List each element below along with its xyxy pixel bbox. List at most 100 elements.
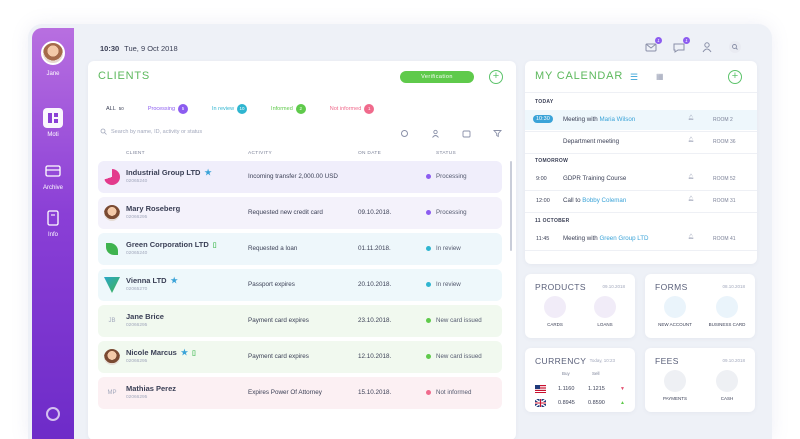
calendar-event[interactable]: 12:00 Call to Bobby Coleman 🔔︎ ROOM 31 <box>525 191 757 211</box>
divider <box>525 92 757 93</box>
client-search[interactable]: Search by name, ID, activity or status <box>100 128 202 135</box>
column-client[interactable]: CLIENT <box>126 151 145 156</box>
new-account-item[interactable]: NEW ACCOUNT <box>650 296 700 327</box>
event-contact-link[interactable]: Bobby Coleman <box>582 197 627 204</box>
filter-4[interactable]: Not informed 1 <box>330 104 375 114</box>
filter-label: Processing <box>147 106 176 112</box>
client-logo <box>104 205 120 221</box>
table-row[interactable]: MP Mathias Perez 02066295 Expires Power Of … <box>98 377 502 409</box>
client-name: Mary Roseberg <box>126 204 180 213</box>
client-name-text: Vienna LTD <box>126 276 167 285</box>
table-row[interactable]: Mary Roseberg 02066295 Requested new credi… <box>98 197 502 229</box>
client-code: 02065240 <box>126 179 148 184</box>
client-logo: JB <box>108 318 116 324</box>
client-name: Industrial Group LTD ★ <box>126 168 212 177</box>
filter-count: 2 <box>295 104 306 114</box>
users-icon[interactable] <box>700 40 714 54</box>
status-dot-icon <box>426 318 431 323</box>
document-icon[interactable]: ▯ <box>192 350 196 357</box>
table-tools <box>400 125 503 138</box>
table-row[interactable]: Nicole Marcus ★ ▯ 02066295 Payment card expi… <box>98 341 502 373</box>
table-row[interactable]: Industrial Group LTD ★ 02065240 Incoming tr… <box>98 161 502 193</box>
bell-icon[interactable]: 🔔︎ <box>688 196 695 202</box>
star-icon[interactable]: ★ <box>204 168 212 177</box>
search-icon[interactable] <box>728 40 742 54</box>
export-icon[interactable] <box>462 125 471 138</box>
loans-item[interactable]: LOANS <box>580 296 630 327</box>
status-dot-icon <box>426 282 431 287</box>
table-scrollbar[interactable] <box>510 161 512 251</box>
star-icon[interactable]: ★ <box>180 348 189 357</box>
avatar[interactable] <box>41 41 65 65</box>
status-dot-icon <box>426 174 431 179</box>
event-contact-link[interactable]: Green Group LTD <box>599 235 649 242</box>
bell-icon[interactable]: 🔔︎ <box>688 115 695 121</box>
status-badge: New card issued <box>426 353 482 360</box>
filter-count: 50 <box>118 106 124 111</box>
calendar-event[interactable]: 10:30 Meeting with Maria Wilson 🔔︎ ROOM 2 <box>525 110 757 130</box>
cash-icon <box>716 370 738 392</box>
bell-icon[interactable]: 🔔︎ <box>688 137 695 143</box>
event-room: ROOM 36 <box>713 139 736 145</box>
add-event-button[interactable]: + <box>728 70 742 84</box>
column-status[interactable]: STATUS <box>436 151 457 156</box>
list-view-icon[interactable]: ☰ <box>630 72 639 82</box>
column-on-date[interactable]: ON DATE <box>358 151 382 156</box>
bell-icon[interactable]: 🔔︎ <box>688 234 695 240</box>
payments-item[interactable]: PAYMENTS <box>650 370 700 401</box>
client-logo <box>104 169 120 185</box>
chat-icon[interactable]: 1 <box>672 37 690 54</box>
filter-0[interactable]: ALL 50 <box>106 104 124 114</box>
sidebar: Jane Moti Archive Info <box>32 28 74 439</box>
business-card-item[interactable]: BUSINESS CARD <box>702 296 752 327</box>
client-activity: Incoming transfer 2,000.00 USD <box>248 173 338 180</box>
settings-icon[interactable] <box>400 125 409 137</box>
calendar-event[interactable]: 11:45 Meeting with Green Group LTD 🔔︎ ROOM … <box>525 229 757 249</box>
mail-icon[interactable]: 1 <box>644 37 662 54</box>
calendar-section: 11 OCTOBER <box>535 218 570 224</box>
filter-icon[interactable] <box>492 125 503 138</box>
search-input[interactable]: Search by name, ID, activity or status <box>111 128 203 135</box>
status-badge: Processing <box>426 173 467 180</box>
client-logo <box>104 349 120 365</box>
status-dot-icon <box>426 390 431 395</box>
table-row[interactable]: JB Jane Brice 02066295 Payment card expires… <box>98 305 502 337</box>
forms-date: 08.10.2018 <box>722 284 745 289</box>
cards-item[interactable]: CARDS <box>530 296 580 327</box>
star-icon[interactable]: ★ <box>170 276 178 285</box>
table-row[interactable]: Green Corporation LTD ▯ 02065240 Requested … <box>98 233 502 265</box>
currency-date: Today, 10:23 <box>589 358 615 363</box>
status-text: New card issued <box>436 317 482 324</box>
client-name-text: Green Corporation LTD <box>126 240 209 249</box>
calendar-event[interactable]: 9:00 GDPR Training Course 🔔︎ ROOM 52 <box>525 169 757 189</box>
calendar-event[interactable]: Department meeting 🔔︎ ROOM 36 <box>525 132 757 152</box>
client-name: Green Corporation LTD ▯ <box>126 240 217 249</box>
sidebar-item-archive[interactable]: Archive <box>32 161 74 191</box>
column-activity[interactable]: ACTIVITY <box>248 151 272 156</box>
filter-3[interactable]: Informed 2 <box>271 104 306 114</box>
calendar-view-icon[interactable]: ▦ <box>656 72 664 81</box>
add-client-button[interactable]: + <box>489 70 503 84</box>
document-icon[interactable]: ▯ <box>212 242 217 249</box>
calendar-section: TOMORROW <box>535 158 569 164</box>
event-contact-link[interactable]: Maria Wilson <box>599 116 636 123</box>
products-panel: PRODUCTS 09.10.2018 CARDS LOANS <box>525 274 635 338</box>
filter-1[interactable]: Processing 5 <box>147 104 189 114</box>
sidebar-item-moti[interactable]: Moti <box>32 108 74 138</box>
settings-icon[interactable] <box>46 407 60 421</box>
table-row[interactable]: Vienna LTD ★ 02065270 Passport expires 20.10… <box>98 269 502 301</box>
cash-item[interactable]: CASH <box>702 370 752 401</box>
client-code: 02066295 <box>126 395 148 400</box>
filter-count: 1 <box>364 104 375 114</box>
filter-2[interactable]: In review 10 <box>212 104 248 114</box>
bell-icon[interactable]: 🔔︎ <box>688 174 695 180</box>
transfer-icon <box>664 370 686 392</box>
verification-button[interactable]: Verification <box>400 71 474 83</box>
top-toolbar: 1 1 <box>644 37 742 54</box>
status-badge: New card issued <box>426 317 482 324</box>
user-filter-icon[interactable] <box>431 125 440 138</box>
event-room: ROOM 31 <box>713 198 736 204</box>
sidebar-item-info[interactable]: Info <box>32 208 74 238</box>
client-code: 02065270 <box>126 287 148 292</box>
client-activity: Payment card expires <box>248 317 309 324</box>
